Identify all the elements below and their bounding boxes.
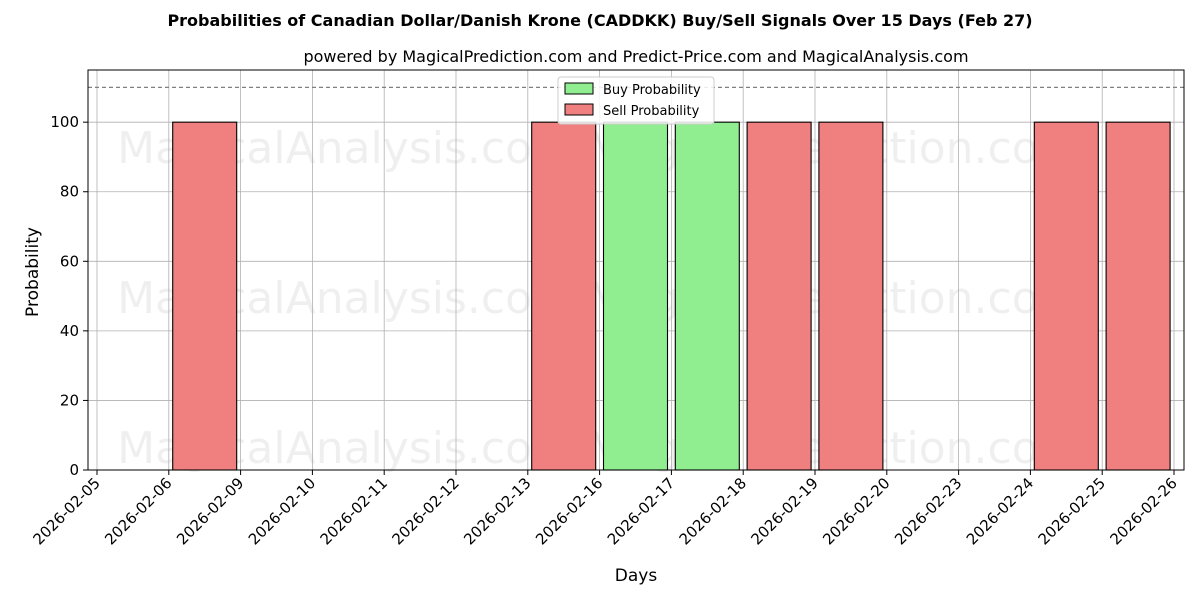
x-tick-label: 2026-02-10 <box>245 474 319 548</box>
y-tick-label: 0 <box>69 461 79 479</box>
legend-label-sell: Sell Probability <box>603 104 700 119</box>
x-tick-label: 2026-02-20 <box>819 474 893 548</box>
y-axis: 0 20 40 60 80 100 <box>50 113 88 479</box>
buy-bar <box>602 121 669 471</box>
x-axis: 2026-02-052026-02-062026-02-092026-02-10… <box>29 470 1181 548</box>
sell-bar <box>531 121 597 471</box>
y-tick-label: 60 <box>60 252 79 270</box>
chart-subtitle: powered by MagicalPrediction.com and Pre… <box>303 47 968 66</box>
x-tick-label: 2026-02-18 <box>676 474 750 548</box>
x-tick-label: 2026-02-23 <box>891 474 965 548</box>
sell-bar <box>1033 121 1099 471</box>
y-tick-label: 80 <box>60 183 79 201</box>
x-axis-label: Days <box>615 566 658 586</box>
x-tick-label: 2026-02-05 <box>29 474 103 548</box>
x-tick-label: 2026-02-06 <box>101 474 175 548</box>
sell-bar <box>818 121 884 471</box>
buy-bar <box>674 121 740 471</box>
x-tick-label: 2026-02-13 <box>460 474 534 548</box>
x-tick-label: 2026-02-12 <box>388 474 462 548</box>
x-tick-label: 2026-02-17 <box>604 474 678 548</box>
x-tick-label: 2026-02-16 <box>532 474 606 548</box>
y-tick-label: 40 <box>60 322 79 340</box>
x-tick-label: 2026-02-11 <box>317 474 391 548</box>
x-tick-label: 2026-02-26 <box>1106 474 1180 548</box>
plot-frame <box>87 69 1185 471</box>
sell-bar <box>172 121 238 471</box>
y-axis-label: Probability <box>23 227 43 317</box>
y-tick-label: 20 <box>60 391 79 409</box>
legend-box <box>557 76 715 125</box>
legend-swatch-sell <box>564 103 594 116</box>
sell-bar <box>1105 121 1171 471</box>
legend-label-buy: Buy Probability <box>603 83 701 98</box>
x-tick-label: 2026-02-19 <box>747 474 821 548</box>
x-tick-label: 2026-02-09 <box>173 474 247 548</box>
chart-title: Probabilities of Canadian Dollar/Danish … <box>167 11 1032 30</box>
y-tick-label: 100 <box>50 113 79 131</box>
x-tick-label: 2026-02-25 <box>1035 474 1109 548</box>
legend-swatch-buy <box>564 82 594 95</box>
sell-bar <box>746 121 812 471</box>
legend: Buy Probability Sell Probability <box>557 76 715 125</box>
x-tick-label: 2026-02-24 <box>963 474 1037 548</box>
